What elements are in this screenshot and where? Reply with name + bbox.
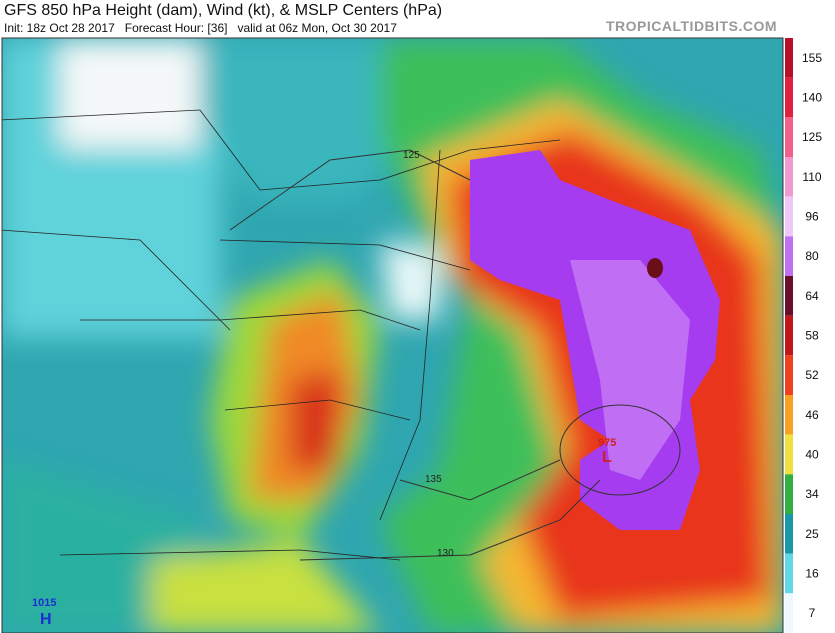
- colorbar-swatch: [785, 553, 793, 594]
- init-line: Init: 18z Oct 28 2017 Forecast Hour: [36…: [4, 21, 397, 35]
- colorbar-swatch: [785, 157, 793, 197]
- title: GFS 850 hPa Height (dam), Wind (kt), & M…: [4, 2, 443, 19]
- colorbar-swatch: [785, 315, 793, 356]
- colorbar-swatch: [785, 236, 793, 276]
- source: TROPICALTIDBITS.COM: [605, 18, 777, 34]
- colorbar-label: 34: [805, 487, 819, 501]
- colorbar-swatch: [785, 474, 793, 514]
- contour-label: 135: [425, 474, 442, 485]
- colorbar-swatch: [785, 593, 793, 633]
- contour-label: 125: [403, 150, 420, 161]
- contour-label: 130: [437, 548, 454, 559]
- boundaries: [2, 109, 561, 561]
- colorbar-swatch: [785, 196, 793, 237]
- high-letter: H: [40, 611, 52, 628]
- colorbar-label: 96: [805, 210, 819, 224]
- colorbar-label: 40: [805, 448, 819, 462]
- colorbar-swatch: [785, 434, 793, 475]
- colorbar-label: 80: [805, 249, 819, 263]
- colorbar-label: 110: [802, 170, 821, 184]
- colorbar-label: 7: [809, 606, 816, 620]
- colorbar-label: 140: [802, 91, 822, 105]
- colorbar-label: 58: [805, 329, 819, 343]
- height-contours: [229, 149, 681, 561]
- colorbar-swatch: [785, 276, 793, 316]
- high-value: 1015: [32, 597, 56, 609]
- colorbar-swatch: [785, 77, 793, 118]
- colorbar-label: 64: [805, 289, 819, 303]
- colorbar-label: 125: [802, 130, 822, 144]
- colorbar-swatch: [785, 117, 793, 157]
- colorbar-swatch: [785, 38, 793, 78]
- colorbar-swatch: [785, 395, 793, 435]
- low-letter: L: [602, 449, 612, 466]
- colorbar-label: 52: [805, 368, 819, 382]
- colorbar-label: 25: [805, 527, 819, 541]
- colorbar-swatch: [785, 355, 793, 395]
- colorbar-swatch: [785, 514, 793, 554]
- low-value: 975: [598, 437, 616, 449]
- colorbar: 155 140 125 110 96 80 64 58 52 46 40 34 25 16 7: [785, 38, 822, 633]
- colorbar-label: 46: [805, 408, 819, 422]
- wind-field: [2, 38, 783, 633]
- colorbar-label: 155: [802, 51, 822, 65]
- colorbar-label: 16: [805, 567, 819, 581]
